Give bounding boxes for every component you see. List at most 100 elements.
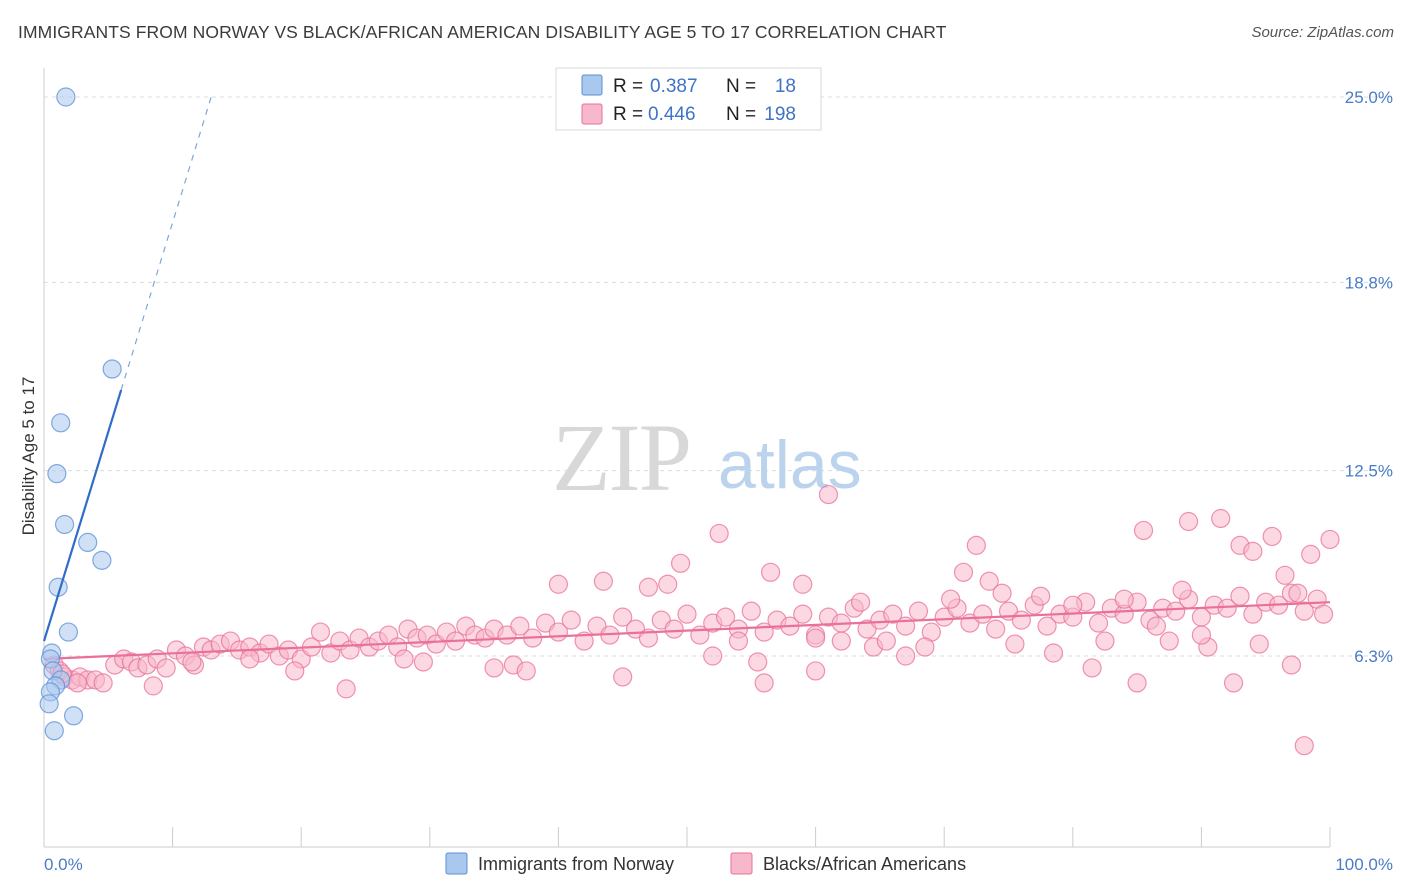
norway-point-4	[54, 514, 75, 535]
blacks-point-89	[986, 619, 1006, 639]
blacks-point-174	[818, 484, 839, 505]
norway-trend-extension	[120, 96, 212, 391]
legend-r-value-norway: 0.387	[650, 76, 698, 97]
norway-point-3	[47, 464, 67, 484]
blacks-point-83	[908, 601, 929, 621]
blacks-african-americans-trend	[43, 601, 1331, 661]
blacks-point-97	[1088, 613, 1109, 633]
immigrants-from-norway-series	[39, 87, 122, 741]
legend-r-value-blacks: 0.446	[648, 104, 696, 125]
blacks-point-88	[973, 604, 993, 624]
blacks-point-154	[1114, 589, 1134, 609]
blacks-point-116	[182, 652, 202, 672]
blacks-point-131	[709, 523, 729, 544]
axes	[43, 68, 1331, 848]
blacks-point-178	[754, 673, 774, 693]
blacks-point-162	[1211, 508, 1231, 529]
blacks-point-124	[516, 661, 536, 681]
blacks-point-145	[966, 535, 986, 555]
norway-point-0	[56, 87, 76, 107]
blacks-point-142	[915, 637, 935, 657]
x-tick-label-max: 100.0%	[1335, 855, 1393, 874]
blacks-point-128	[658, 574, 678, 594]
blacks-point-176	[1249, 634, 1269, 654]
y-tick-label-1: 12.5%	[1345, 462, 1393, 481]
norway-trend-line	[42, 389, 123, 642]
blacks-point-119	[336, 679, 356, 699]
blacks-point-113	[1294, 601, 1314, 621]
legend-r-label-1: R =	[613, 76, 643, 97]
blacks-point-152	[1082, 658, 1102, 678]
blacks-point-115	[143, 676, 163, 696]
chart-title: IMMIGRANTS FROM NORWAY VS BLACK/AFRICAN …	[18, 22, 947, 42]
blacks-point-147	[992, 583, 1012, 603]
blacks-point-157	[1146, 616, 1166, 636]
blacks-point-151	[1063, 595, 1083, 615]
source-label: Source: ZipAtlas.com	[1251, 24, 1394, 41]
blacks-trend-line	[43, 601, 1331, 661]
y-tick-labels: 6.3% 12.5% 18.8% 25.0%	[1345, 88, 1393, 666]
watermark-zip: ZIP	[552, 404, 690, 511]
blacks-point-158	[1159, 631, 1179, 651]
blacks-point-127	[638, 577, 659, 597]
blacks-point-108	[1230, 586, 1250, 606]
blacks-point-56	[561, 610, 581, 630]
blacks-point-118	[285, 661, 305, 681]
blacks-point-138	[851, 592, 871, 612]
blacks-point-134	[760, 562, 781, 582]
blacks-point-137	[831, 631, 851, 651]
legend-n-value-blacks: 198	[764, 104, 796, 125]
blacks-point-140	[876, 631, 896, 651]
blacks-point-93	[1037, 616, 1057, 636]
blacks-point-52	[510, 616, 530, 636]
blacks-point-167	[1275, 565, 1295, 585]
blacks-point-150	[1043, 643, 1064, 663]
blacks-point-169	[1288, 583, 1308, 603]
legend-n-label-2: N =	[726, 104, 756, 125]
bottom-legend-label-blacks: Blacks/African Americans	[763, 854, 966, 874]
blacks-point-57	[574, 631, 594, 651]
blacks-point-141	[896, 646, 916, 666]
blacks-african-americans-series	[44, 484, 1340, 756]
blacks-point-65	[677, 604, 697, 624]
blacks-point-166	[1262, 526, 1282, 547]
blacks-point-159	[1172, 580, 1192, 600]
bottom-legend-swatch-blacks	[730, 852, 753, 875]
blacks-point-68	[715, 607, 736, 627]
blacks-point-160	[1178, 511, 1199, 532]
blacks-point-155	[1127, 673, 1147, 693]
blacks-point-9	[67, 673, 88, 693]
legend-n-label-1: N =	[726, 76, 756, 97]
norway-point-2	[51, 413, 71, 433]
blacks-point-175	[1191, 625, 1212, 645]
y-tick-label-3: 25.0%	[1345, 88, 1393, 107]
y-tick-label-0: 6.3%	[1354, 647, 1393, 666]
x-tick-label-min: 0.0%	[44, 855, 83, 874]
blacks-point-91	[1011, 610, 1031, 630]
blacks-point-171	[1313, 604, 1334, 624]
blacks-point-156	[1133, 520, 1154, 541]
blacks-point-129	[670, 553, 691, 573]
norway-point-15	[39, 694, 59, 714]
blacks-point-32	[310, 622, 331, 642]
legend-r-label-2: R =	[613, 104, 643, 125]
blacks-point-143	[941, 589, 961, 609]
blacks-point-132	[728, 631, 749, 651]
blacks-point-81	[883, 604, 903, 624]
legend-swatch-norway	[581, 74, 603, 96]
y-axis-label: Disability Age 5 to 17	[19, 377, 38, 536]
legend-swatch-blacks	[581, 103, 603, 125]
gridlines	[44, 96, 1392, 657]
blacks-point-16	[156, 658, 176, 678]
norway-point-8	[58, 622, 79, 642]
blacks-point-120	[394, 649, 414, 669]
blacks-point-168	[1281, 655, 1302, 675]
blacks-point-74	[793, 604, 813, 624]
blacks-point-117	[240, 649, 260, 669]
blacks-point-149	[1031, 586, 1051, 606]
watermark-atlas: atlas	[718, 427, 862, 503]
blacks-point-64	[664, 619, 684, 639]
blacks-point-179	[805, 661, 826, 681]
correlation-legend: R = 0.387 N = 18 R = 0.446 N = 198	[555, 67, 822, 131]
